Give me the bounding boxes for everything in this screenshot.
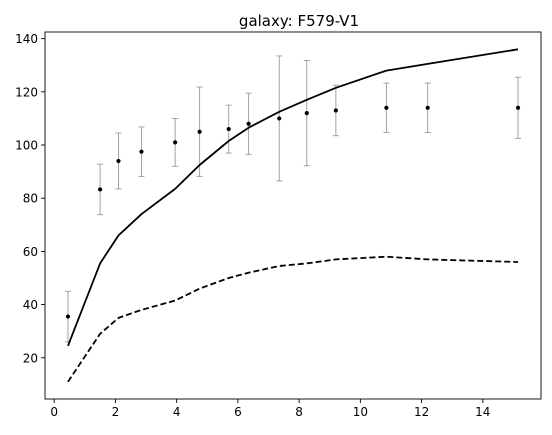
data-point	[173, 140, 178, 145]
plot-frame	[44, 31, 542, 400]
errorbar-series	[64, 55, 522, 343]
y-tick-label: 100	[15, 139, 38, 153]
data-point	[65, 314, 71, 319]
data-point	[116, 158, 121, 164]
data-point	[304, 111, 309, 116]
y-tick-label: 40	[23, 298, 38, 312]
chart-title: galaxy: F579-V1	[239, 12, 359, 30]
y-tick-label: 120	[15, 85, 38, 99]
x-tick-label: 12	[414, 405, 429, 419]
y-tick-label: 60	[23, 245, 38, 259]
x-tick-label: 8	[295, 405, 303, 419]
data-point	[139, 149, 144, 154]
x-tick-label: 0	[50, 405, 58, 419]
x-axis: 0 2 4 6 8 10 12 14	[50, 399, 490, 419]
data-point	[246, 121, 251, 126]
data-point	[425, 105, 430, 110]
y-tick-label: 80	[23, 192, 38, 206]
data-point	[384, 105, 389, 110]
dashed-series-line	[67, 255, 519, 383]
data-point	[226, 126, 231, 132]
data-point	[197, 129, 202, 134]
solid-series-line	[67, 48, 519, 347]
x-tick-label: 14	[475, 405, 490, 419]
y-axis: 20 40 60 80 100 120 140	[15, 32, 45, 365]
y-tick-label: 20	[23, 351, 38, 365]
y-tick-label: 140	[15, 32, 38, 46]
x-tick-label: 4	[173, 405, 181, 419]
data-point	[515, 105, 521, 110]
x-tick-label: 2	[112, 405, 120, 419]
data-point	[333, 108, 338, 113]
x-tick-label: 6	[234, 405, 242, 419]
plot-area	[64, 48, 522, 383]
data-point	[98, 187, 103, 192]
x-tick-label: 10	[353, 405, 368, 419]
data-point	[277, 116, 282, 121]
